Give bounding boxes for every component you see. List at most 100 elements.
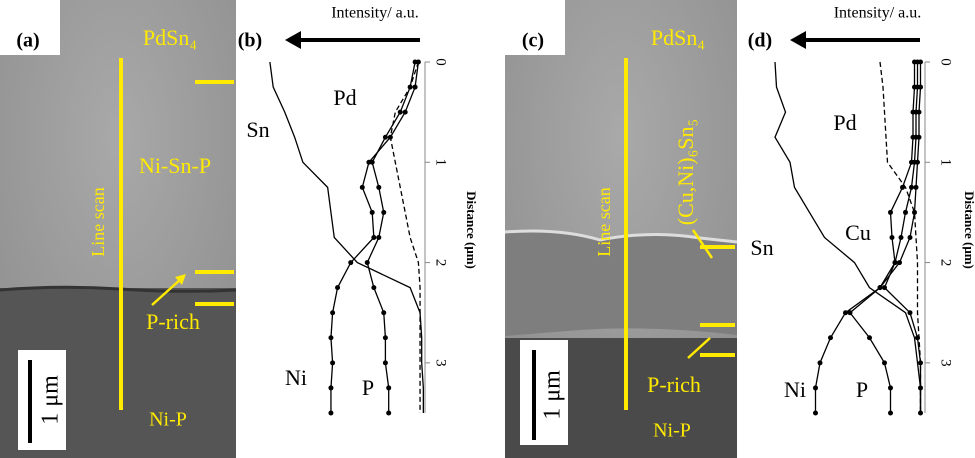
arrow-head — [790, 31, 806, 49]
scale-bar-label: 1 μm — [38, 375, 64, 425]
profile-marker — [376, 235, 381, 240]
profile-marker — [818, 360, 823, 365]
profile-marker — [890, 235, 895, 240]
profile-marker — [328, 411, 333, 416]
profile-marker — [882, 360, 887, 365]
profile-marker — [386, 385, 391, 390]
profile-marker — [882, 285, 887, 290]
profile-marker — [398, 110, 403, 115]
panel-label: (b) — [238, 30, 262, 52]
phase-label: Ni-P — [149, 409, 187, 431]
series-label: P — [362, 375, 374, 400]
series-label: Cu — [845, 220, 871, 245]
phase-label: (Cu,Ni)₆Sn₅ — [673, 119, 698, 225]
line-scan-label: Line scan — [594, 187, 614, 256]
profile-marker — [888, 385, 893, 390]
profile-marker — [914, 135, 919, 140]
profile-marker — [383, 335, 388, 340]
profile-marker — [878, 285, 883, 290]
profile-line — [390, 62, 420, 413]
profile-marker — [365, 260, 370, 265]
micrograph-a — [0, 0, 236, 458]
profile-marker — [900, 185, 905, 190]
profile-marker — [381, 210, 386, 215]
phase-label: P-rich — [146, 309, 200, 334]
profile-marker — [370, 160, 375, 165]
profile-marker — [912, 160, 917, 165]
profile-marker — [909, 185, 914, 190]
profile-marker — [386, 411, 391, 416]
profile-marker — [918, 360, 923, 365]
y-tick-label: 3 — [433, 359, 449, 367]
profile-marker — [328, 335, 333, 340]
axis-title: Intensity/ a.u. — [331, 5, 419, 22]
series-label: Sn — [246, 117, 269, 142]
profile-marker — [897, 260, 902, 265]
profile-marker — [918, 411, 923, 416]
profile-marker — [813, 385, 818, 390]
phase-label: PdSn₄ — [143, 25, 197, 50]
profile-marker — [388, 135, 393, 140]
y-tick-label: 0 — [938, 58, 954, 66]
profile-marker — [348, 260, 353, 265]
profile-marker — [899, 235, 904, 240]
profile-marker — [383, 360, 388, 365]
y-tick-label: 0 — [433, 58, 449, 66]
profile-marker — [888, 210, 893, 215]
profile-marker — [403, 110, 408, 115]
phase-label: Ni-Sn-P — [139, 153, 211, 178]
panel-label: (d) — [748, 30, 772, 52]
profile-marker — [843, 310, 848, 315]
scale-bar-label: 1 μm — [540, 370, 566, 420]
profile-marker — [914, 185, 919, 190]
profile-marker — [360, 185, 365, 190]
phase-label: Ni-P — [653, 420, 691, 442]
series-label: Pd — [833, 110, 856, 135]
y-tick-label: 2 — [938, 259, 954, 267]
profile-marker — [893, 260, 898, 265]
profile-marker — [381, 310, 386, 315]
series-label: Sn — [750, 235, 773, 260]
profile-marker — [915, 60, 920, 65]
profile-marker — [915, 85, 920, 90]
y-tick-label: 3 — [938, 359, 954, 367]
profile-marker — [848, 310, 853, 315]
series-label: P — [856, 377, 868, 402]
profile-marker — [335, 285, 340, 290]
profile-marker — [918, 385, 923, 390]
profile-marker — [888, 411, 893, 416]
phase-label: PdSn₄ — [651, 25, 705, 50]
profile-marker — [908, 310, 913, 315]
profile-marker — [383, 135, 388, 140]
profile-marker — [867, 335, 872, 340]
profile-marker — [915, 335, 920, 340]
y-tick-label: 1 — [433, 159, 449, 167]
line-scan-label: Line scan — [88, 187, 108, 256]
profile-marker — [914, 110, 919, 115]
profile-line — [270, 62, 423, 413]
profile-marker — [813, 411, 818, 416]
profile-marker — [413, 85, 418, 90]
series-label: Ni — [784, 377, 806, 402]
phase-label: P-rich — [647, 372, 701, 397]
profile-marker — [330, 360, 335, 365]
profile-marker — [408, 85, 413, 90]
series-label: Pd — [333, 85, 356, 110]
axis-title: Distance (μm) — [962, 191, 975, 269]
profile-marker — [912, 210, 917, 215]
profile-marker — [370, 210, 375, 215]
profile-marker — [413, 60, 418, 65]
profile-marker — [828, 335, 833, 340]
series-label: Ni — [285, 365, 307, 390]
y-tick-label: 2 — [433, 259, 449, 267]
axis-title: Distance (μm) — [464, 191, 479, 269]
profile-marker — [330, 310, 335, 315]
profile-marker — [371, 235, 376, 240]
y-tick-label: 1 — [938, 159, 954, 167]
arrow-head — [285, 31, 301, 49]
figure: (a) PdSn₄ Ni-Sn-P Line scan P-rich Ni-P … — [0, 0, 975, 458]
panel-label: (c) — [522, 30, 544, 52]
axis-title: Intensity/ a.u. — [834, 5, 922, 22]
profile-marker — [908, 235, 913, 240]
profile-marker — [371, 285, 376, 290]
